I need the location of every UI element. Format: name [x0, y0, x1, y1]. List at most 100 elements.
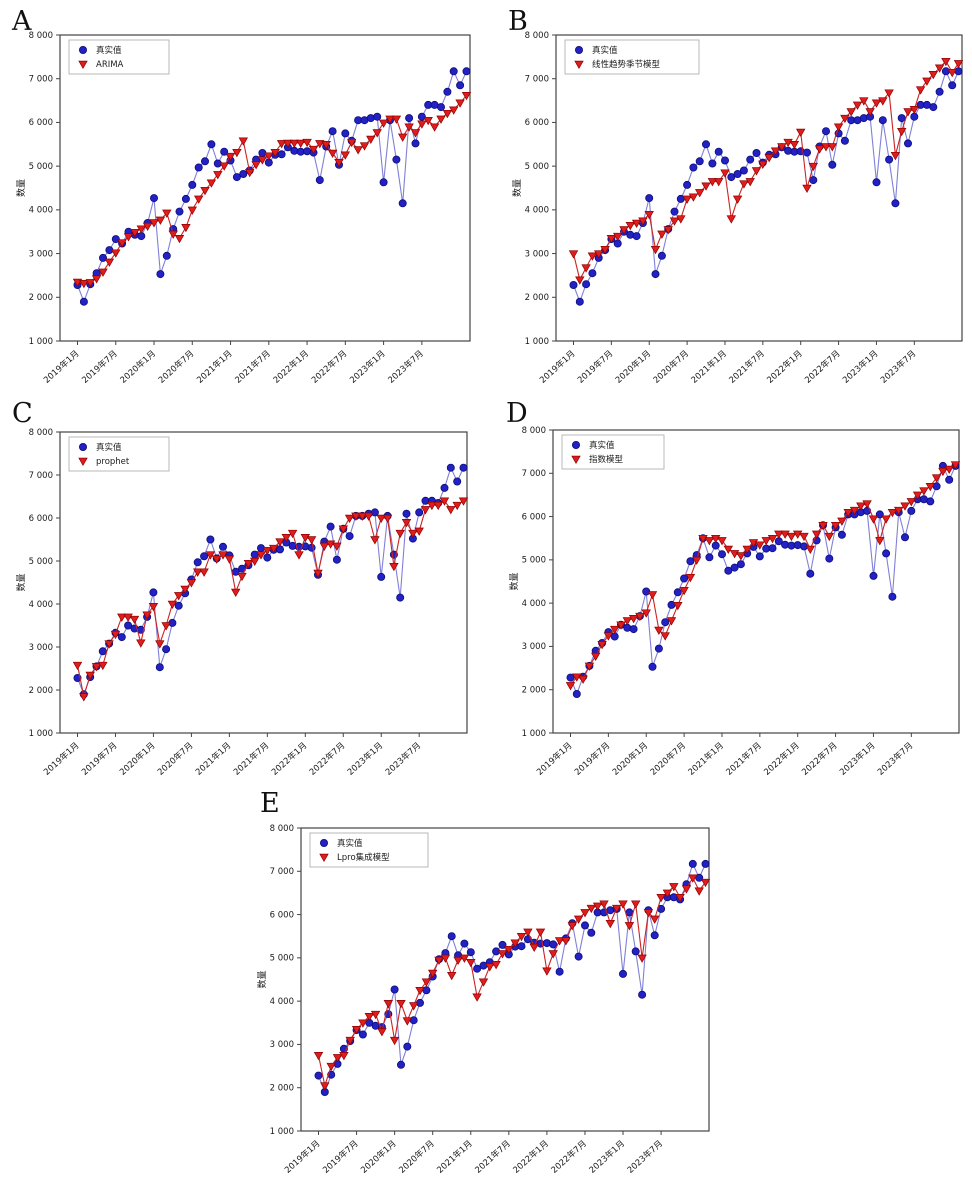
x-tick-label: 2021年1月 — [435, 1138, 475, 1176]
x-tick-label: 2023年7月 — [878, 348, 918, 386]
predicted-point — [777, 143, 787, 152]
predicted-point — [181, 224, 191, 233]
x-tick-label: 2020年1月 — [117, 740, 157, 778]
actual-point — [345, 532, 354, 541]
predicted-point — [548, 950, 558, 959]
predicted-point — [599, 900, 609, 909]
predicted-point — [950, 461, 961, 470]
x-tick-label: 2019年7月 — [80, 348, 120, 386]
actual-point — [689, 163, 698, 172]
predicted-point — [104, 258, 115, 267]
actual-series-line — [76, 69, 468, 304]
y-tick-label: 5 000 — [522, 556, 546, 566]
predicted-point — [452, 501, 462, 511]
x-tick-label: 2022年1月 — [269, 740, 309, 778]
predicted-point — [338, 525, 348, 534]
actual-point — [220, 147, 229, 156]
predicted-point — [408, 1002, 419, 1011]
actual-point — [275, 545, 284, 554]
y-tick-label: 6 000 — [270, 910, 294, 920]
predicted-point — [205, 551, 216, 560]
actual-point — [555, 967, 564, 976]
actual-point — [98, 647, 107, 656]
predicted-point — [358, 1019, 368, 1028]
predicted-point — [919, 487, 929, 496]
x-tick-label: 2020年1月 — [118, 348, 158, 386]
predicted-point — [630, 900, 641, 909]
predicted-point — [575, 276, 585, 285]
predicted-point — [427, 969, 438, 979]
predicted-point — [249, 557, 260, 567]
predicted-point — [931, 474, 942, 483]
predicted-point — [275, 538, 285, 547]
legend-actual-label: 真实值 — [96, 442, 122, 453]
predicted-point — [136, 639, 146, 648]
actual-point — [188, 180, 197, 189]
actual-point — [379, 178, 388, 187]
predicted-point — [789, 141, 800, 150]
panel-c-label: C — [12, 398, 33, 429]
predicted-point — [351, 512, 361, 521]
legend-model-label: ARIMA — [96, 60, 124, 70]
actual-point — [239, 169, 248, 178]
x-tick-label: 2021年1月 — [194, 348, 234, 386]
actual-point — [809, 176, 818, 185]
actual-point — [587, 928, 596, 937]
predicted-point — [701, 182, 711, 191]
predicted-point — [370, 1010, 381, 1020]
predicted-point — [605, 919, 616, 929]
predicted-point — [675, 894, 685, 903]
predicted-point — [319, 542, 329, 552]
predicted-point — [440, 954, 451, 963]
predicted-point — [593, 250, 604, 259]
actual-point — [727, 173, 736, 182]
predicted-point — [535, 928, 546, 937]
predicted-point — [130, 228, 140, 238]
predicted-point — [453, 956, 463, 966]
y-tick-label: 4 000 — [29, 206, 53, 216]
panel-a-chart: 1 000 2 000 3 000 4 000 5 000 6 000 7 000 8 000… — [15, 31, 472, 386]
actual-point — [326, 522, 335, 531]
predicted-point — [903, 108, 913, 117]
predicted-point — [833, 123, 844, 132]
predicted-point — [224, 555, 235, 564]
actual-point — [574, 952, 583, 961]
x-tick-label: 2019年7月 — [575, 348, 615, 386]
actual-point — [638, 990, 647, 999]
predicted-point — [415, 987, 425, 996]
actual-point — [460, 939, 469, 948]
predicted-point — [748, 539, 759, 548]
predicted-point — [650, 245, 661, 255]
predicted-point — [461, 92, 472, 101]
actual-point — [402, 509, 411, 518]
actual-point — [869, 571, 878, 580]
predicted-point — [91, 275, 102, 284]
panel-a-label: A — [12, 6, 32, 37]
actual-point — [872, 178, 881, 187]
predicted-point — [679, 586, 689, 596]
predicted-point — [377, 1028, 387, 1037]
predicted-point — [710, 534, 721, 544]
actual-point — [366, 114, 375, 123]
actual-point — [695, 157, 704, 166]
actual-point — [683, 180, 692, 189]
predicted-point — [410, 129, 421, 138]
predicted-point — [162, 209, 172, 218]
legend-actual-marker-icon — [572, 441, 581, 450]
actual-point — [688, 859, 697, 868]
x-tick-label: 2023年1月 — [840, 348, 880, 386]
actual-point — [517, 942, 526, 951]
predicted-point — [805, 545, 816, 555]
predicted-point — [433, 501, 443, 511]
predicted-point — [429, 123, 440, 132]
predicted-point — [780, 530, 790, 539]
predicted-point — [770, 147, 781, 156]
actual-point — [303, 147, 312, 156]
predicted-point — [878, 97, 888, 106]
x-tick-label: 2020年7月 — [397, 1138, 437, 1176]
predicted-point — [859, 97, 869, 106]
actual-point — [162, 251, 171, 260]
predicted-point — [225, 152, 236, 162]
predicted-point — [85, 671, 95, 681]
actual-point — [673, 588, 682, 597]
